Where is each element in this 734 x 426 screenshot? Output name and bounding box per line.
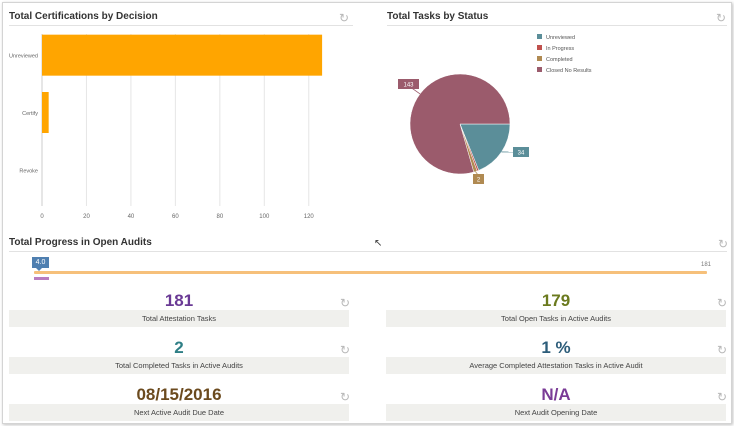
metric-label: Next Audit Opening Date xyxy=(386,404,726,421)
tasks-pie-chart: 34 2 143 Unreviewed In Progress Completed Clos… xyxy=(398,34,592,184)
y-tick-label: Certify xyxy=(22,111,38,117)
pie-slice-closed-no-results[interactable] xyxy=(409,73,511,175)
x-tick-label: 120 xyxy=(304,214,315,220)
x-tick-label: 60 xyxy=(172,214,179,220)
y-tick-label: Unreviewed xyxy=(9,54,38,60)
refresh-icon[interactable]: ↻ xyxy=(717,237,729,251)
pie-data-label: 2 xyxy=(477,178,481,184)
legend-label[interactable]: Closed No Results xyxy=(546,68,592,74)
progress-current-marker: 4.0 xyxy=(32,257,49,268)
metric-value: N/A xyxy=(541,385,571,404)
legend-label[interactable]: Completed xyxy=(546,57,573,63)
x-tick-label: 20 xyxy=(83,214,90,220)
x-tick-label: 40 xyxy=(128,214,135,220)
refresh-icon[interactable]: ↻ xyxy=(339,390,351,404)
legend-swatch xyxy=(537,45,542,50)
metric-value: 08/15/2016 xyxy=(136,385,222,404)
progress-bar xyxy=(34,271,707,274)
pie-data-label: 143 xyxy=(403,83,414,89)
pie-data-label-box xyxy=(513,147,529,157)
tasks-panel-title: Total Tasks by Status xyxy=(387,11,489,22)
bar-certify[interactable] xyxy=(42,92,49,133)
cert-panel-title: Total Certifications by Decision xyxy=(9,11,158,22)
progress-panel-divider xyxy=(9,251,727,252)
pie-slice-unreviewed[interactable] xyxy=(459,123,511,171)
refresh-icon[interactable]: ↻ xyxy=(339,343,351,357)
refresh-icon[interactable]: ↻ xyxy=(716,296,728,310)
metric-value: 1 % xyxy=(541,338,571,357)
legend-swatch xyxy=(537,67,542,72)
metric-label: Next Active Audit Due Date xyxy=(9,404,349,421)
progress-marker-pointer xyxy=(36,268,42,271)
pie-data-label: 34 xyxy=(518,151,525,157)
legend-label[interactable]: Unreviewed xyxy=(546,35,575,41)
metric-value: 2 xyxy=(174,338,184,357)
tasks-panel-divider xyxy=(387,25,727,26)
legend-swatch xyxy=(537,34,542,39)
pie-data-label-box xyxy=(398,79,419,89)
refresh-icon[interactable]: ↻ xyxy=(339,296,351,310)
metric-value: 181 xyxy=(164,291,194,310)
metric-label: Total Open Tasks in Active Audits xyxy=(386,310,726,327)
legend-swatch xyxy=(537,56,542,61)
metric-label: Average Completed Attestation Tasks in A… xyxy=(386,357,726,374)
y-tick-label: Revoke xyxy=(19,168,38,174)
progress-max-label: 181 xyxy=(701,262,712,268)
refresh-icon[interactable]: ↻ xyxy=(715,11,727,25)
progress-panel-title: Total Progress in Open Audits xyxy=(9,237,152,248)
pie-data-label-box xyxy=(473,174,484,184)
x-tick-label: 80 xyxy=(217,214,224,220)
cert-panel-divider xyxy=(9,25,353,26)
refresh-icon[interactable]: ↻ xyxy=(716,343,728,357)
progress-completed-bar xyxy=(34,277,49,280)
x-tick-label: 100 xyxy=(259,214,270,220)
mouse-cursor-icon: ↖ xyxy=(374,238,383,249)
refresh-icon[interactable]: ↻ xyxy=(338,11,350,25)
bar-unreviewed[interactable] xyxy=(42,34,323,76)
metric-label: Total Completed Tasks in Active Audits xyxy=(9,357,349,374)
legend-label[interactable]: In Progress xyxy=(546,46,574,52)
metric-value: 179 xyxy=(541,291,571,310)
metric-label: Total Attestation Tasks xyxy=(9,310,349,327)
cert-bar-chart: 0 20 40 60 80 100 120 Unreviewed Certify Revoke xyxy=(9,34,323,220)
refresh-icon[interactable]: ↻ xyxy=(716,390,728,404)
x-tick-label: 0 xyxy=(40,214,44,220)
